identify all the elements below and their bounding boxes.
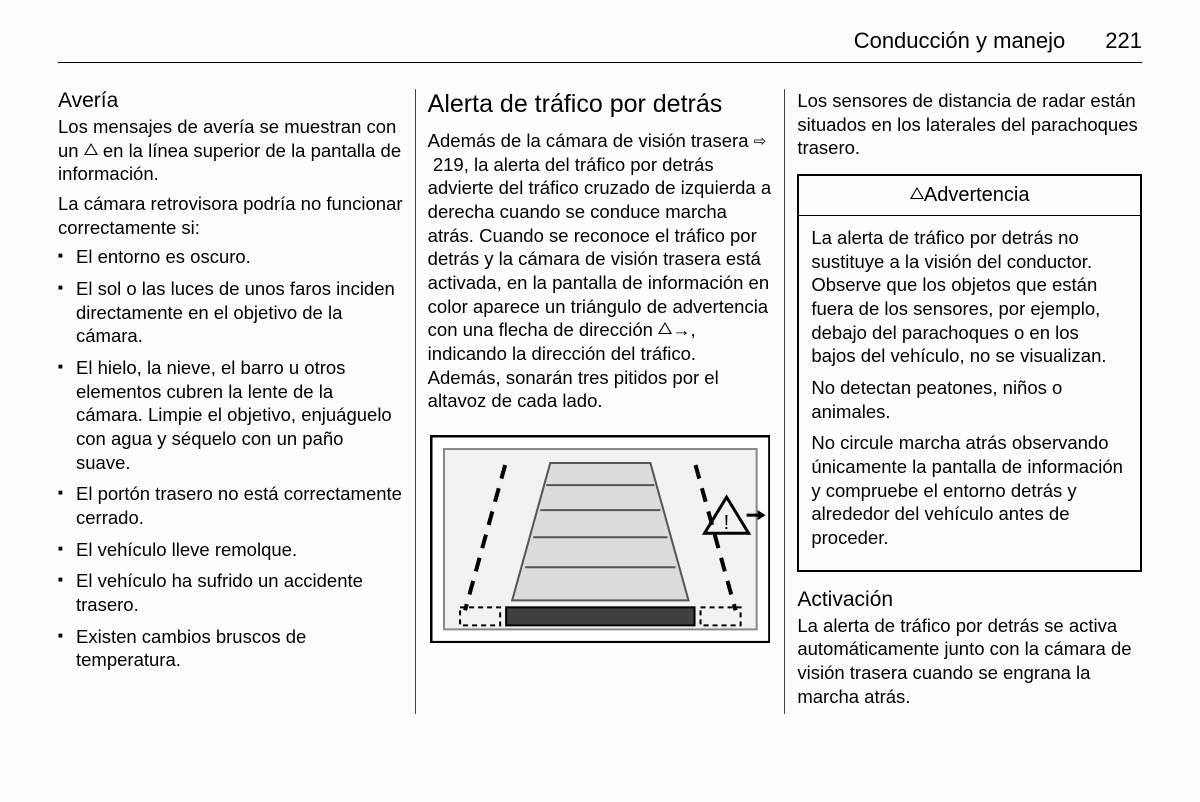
svg-text:!: ! — [723, 512, 729, 534]
heading-averia: Avería — [58, 89, 403, 113]
averia-p1: Los mensajes de avería se muestran con u… — [58, 115, 403, 186]
warning-p1: La alerta de tráfico por detrás no susti… — [811, 226, 1128, 368]
averia-p2: La cámara retrovisora podría no funciona… — [58, 192, 403, 239]
columns: Avería Los mensajes de avería se muestra… — [58, 89, 1142, 714]
heading-alerta: Alerta de tráfico por detrás — [428, 89, 773, 119]
list-item: El entorno es oscuro. — [58, 245, 403, 269]
warning-triangle-icon — [658, 322, 672, 334]
column-center: Alerta de tráfico por detrás Además de l… — [416, 89, 786, 714]
list-item: El hielo, la nieve, el barro u otros ele… — [58, 356, 403, 474]
warning-title: Advertencia — [799, 176, 1140, 216]
column-right: Los sensores de distancia de radar están… — [785, 89, 1142, 714]
warning-box: Advertencia La alerta de tráfico por det… — [797, 174, 1142, 572]
link-arrow-icon: ⇨ — [754, 132, 767, 151]
list-item: El sol o las luces de unos faros inciden… — [58, 277, 403, 348]
sensors-paragraph: Los sensores de distancia de radar están… — [797, 89, 1142, 160]
list-item: El portón trasero no está correctamente … — [58, 482, 403, 529]
warning-p3: No circule marcha atrás observando única… — [811, 431, 1128, 549]
page-number: 221 — [1105, 28, 1142, 54]
averia-list: El entorno es oscuro. El sol o las luces… — [58, 245, 403, 672]
alerta-paragraph: Además de la cámara de visión trasera ⇨ … — [428, 129, 773, 413]
list-item: Existen cambios bruscos de temperatura. — [58, 625, 403, 672]
warning-p2: No detectan peatones, niños o animales. — [811, 376, 1128, 423]
heading-activacion: Activación — [797, 588, 1142, 612]
diagram-svg: ! — [430, 435, 771, 643]
arrow-right-icon: → — [672, 319, 691, 340]
page-header: Conducción y manejo 221 — [58, 28, 1142, 63]
activacion-paragraph: La alerta de tráfico por detrás se activ… — [797, 614, 1142, 709]
section-title: Conducción y manejo — [854, 28, 1066, 54]
warning-body: La alerta de tráfico por detrás no susti… — [799, 216, 1140, 570]
column-left: Avería Los mensajes de avería se muestra… — [58, 89, 416, 714]
list-item: El vehículo ha sufrido un accidente tras… — [58, 569, 403, 616]
manual-page: Conducción y manejo 221 Avería Los mensa… — [0, 0, 1200, 802]
warning-triangle-icon — [910, 187, 924, 199]
list-item: El vehículo lleve remolque. — [58, 538, 403, 562]
warning-triangle-icon — [84, 143, 98, 155]
rear-traffic-diagram: ! — [430, 435, 771, 648]
